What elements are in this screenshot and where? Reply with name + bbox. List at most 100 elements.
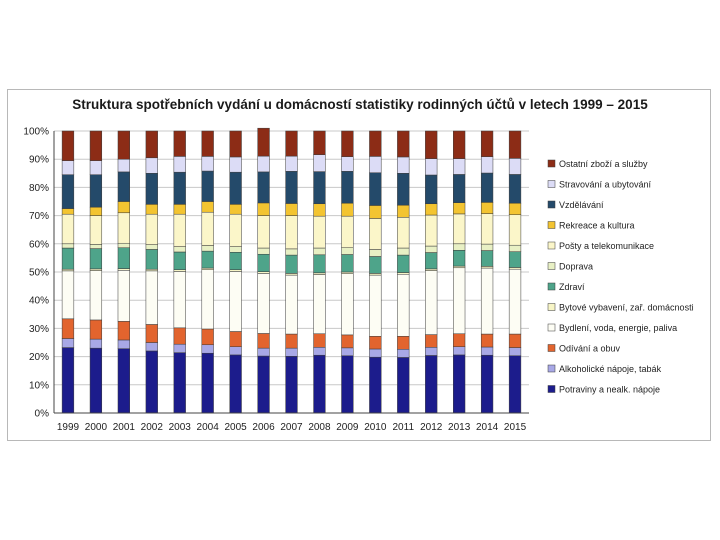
legend-swatch [547, 323, 556, 332]
bar-segment [369, 205, 382, 219]
bar-segment [145, 249, 158, 270]
bar-segment [201, 170, 214, 202]
bar-segment [229, 346, 242, 356]
bar-segment [397, 156, 410, 174]
bar-segment [508, 214, 522, 246]
legend-swatch [547, 262, 556, 270]
bar-segment [89, 174, 103, 208]
bar-segment [229, 171, 242, 205]
bar-segment [313, 274, 326, 335]
bar-segment [453, 265, 466, 269]
bar-segment [397, 349, 410, 358]
bars [61, 127, 522, 414]
bar-segment [341, 254, 354, 273]
bar-segment [508, 130, 522, 159]
legend-label: Odívání a obuv [559, 344, 621, 354]
x-tick-label: 2008 [308, 422, 331, 433]
bar-segment [341, 273, 354, 336]
bar-segment [425, 270, 438, 335]
chart-frame: Struktura spotřebních vydání u domácnost… [7, 89, 711, 441]
bar-segment [117, 339, 130, 349]
bar-segment [285, 254, 298, 274]
bar-segment [313, 171, 326, 205]
x-tick-label: 2003 [169, 422, 192, 433]
bar-segment [480, 333, 494, 348]
x-tick-label: 2001 [113, 422, 136, 433]
bar-segment [201, 201, 214, 213]
x-tick-label: 2005 [224, 422, 247, 433]
bar-segment [173, 246, 186, 253]
bar-segment [285, 347, 298, 357]
bar-segment [313, 203, 326, 217]
chart-title: Struktura spotřebních vydání u domácnost… [72, 97, 648, 112]
bar-segment [173, 343, 186, 353]
bar-segment [369, 156, 382, 173]
bar-segment [173, 269, 186, 272]
bar-segment [89, 244, 103, 249]
bar-segment [257, 127, 270, 157]
bar-segment [480, 130, 494, 157]
bar-segment [480, 267, 494, 335]
bar-segment [145, 268, 158, 272]
bar-segment [425, 158, 438, 176]
legend-swatch [547, 385, 556, 393]
bar-segment [61, 338, 75, 348]
legend-label: Bytové vybavení, zař. domácnosti [559, 303, 694, 313]
bar-segment [61, 347, 75, 414]
bar-segment [145, 324, 158, 343]
x-tick-label: 2013 [448, 422, 471, 433]
legend-label: Vzdělávání [559, 200, 604, 210]
bar-segment [229, 354, 242, 414]
bar-segment [285, 248, 298, 256]
bar-segment [173, 271, 186, 329]
legend-label: Ostatní zboží a služby [559, 159, 648, 169]
y-tick-label: 50% [29, 268, 49, 279]
bar-segment [229, 269, 242, 272]
bar-segment [285, 155, 298, 172]
x-tick-label: 2010 [364, 422, 387, 433]
bar-segment [145, 157, 158, 174]
legend-label: Alkoholické nápoje, tabák [559, 364, 662, 374]
legend-swatch [547, 241, 556, 250]
bar-segment [369, 273, 382, 276]
axes: 0% 10% 20% 30% 40% 50% 60% 70% 80% 90% 100% 1999 200… [23, 127, 529, 433]
bar-segment [257, 215, 270, 249]
bar-segment [173, 171, 186, 205]
bar-segment [425, 252, 438, 270]
bar-segment [453, 267, 466, 335]
bar-segment [117, 247, 130, 269]
bar-segment [453, 202, 466, 215]
bar-segment [453, 354, 466, 414]
bar-segment [369, 256, 382, 274]
bar-segment [89, 215, 103, 245]
bar-segment [369, 249, 382, 257]
bar-segment [508, 333, 522, 348]
bar-segment [201, 328, 214, 346]
bar-segment [285, 171, 298, 204]
bar-segment [229, 331, 242, 347]
bar-segment [145, 204, 158, 215]
bar-segment [369, 130, 382, 157]
bar-segment [201, 250, 214, 269]
bar-segment [229, 130, 242, 158]
bar-segment [508, 347, 522, 357]
y-tick-label: 10% [29, 380, 49, 391]
bar-segment [117, 321, 130, 341]
bar-segment [397, 336, 410, 350]
bar-segment [257, 253, 270, 272]
bar-segment [453, 213, 466, 245]
bar-segment [425, 174, 438, 205]
bar-segment [201, 344, 214, 354]
y-tick-label: 90% [29, 155, 49, 166]
bar-segment [173, 251, 186, 270]
bar-segment [453, 333, 466, 347]
bar-segment [369, 348, 382, 358]
legend: Ostatní zboží a služby Stravování a ubyto… [547, 159, 694, 395]
bar-segment [397, 274, 410, 337]
legend-label: Bydlení, voda, energie, paliva [559, 323, 677, 333]
bar-segment [61, 268, 75, 272]
bar-segment [257, 347, 270, 357]
bar-segment [61, 318, 75, 339]
bar-segment [480, 243, 494, 251]
bar-segment [453, 158, 466, 175]
